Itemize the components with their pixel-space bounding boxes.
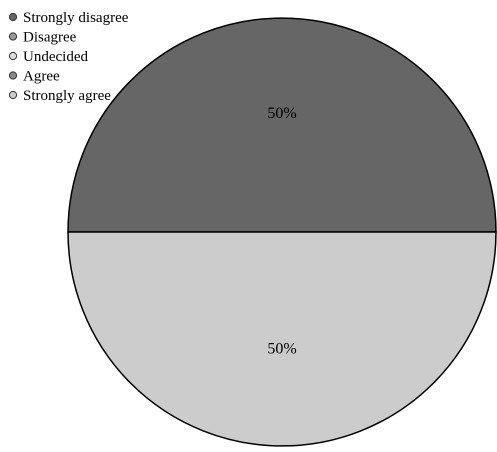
pie-slices [67,17,497,447]
legend-marker-strongly-agree [8,90,18,100]
slice-labels: 50% 50% [267,105,296,357]
legend-item-strongly-disagree: Strongly disagree [8,10,129,26]
legend-item-agree: Agree [8,69,60,85]
legend-label-agree: Agree [23,69,60,85]
legend-marker-agree [8,71,18,80]
legend-label-strongly-disagree: Strongly disagree [23,10,129,26]
legend-item-undecided: Undecided [8,49,88,65]
pie-slice-strongly-disagree [67,17,497,233]
legend-item-strongly-agree: Strongly agree [8,88,111,104]
legend-marker-strongly-disagree [8,12,18,22]
legend-marker-disagree [8,32,18,41]
pie-slice-strongly-agree [67,231,497,447]
legend-marker-undecided [8,51,18,61]
legend-label-disagree: Disagree [23,30,77,46]
slice-label-strongly-agree: 50% [267,340,296,357]
legend: Strongly disagree Disagree Undecided Agree S… [8,10,129,104]
slice-label-strongly-disagree: 50% [267,105,296,122]
legend-label-undecided: Undecided [23,49,88,65]
legend-item-disagree: Disagree [8,30,77,46]
legend-label-strongly-agree: Strongly agree [23,88,111,104]
